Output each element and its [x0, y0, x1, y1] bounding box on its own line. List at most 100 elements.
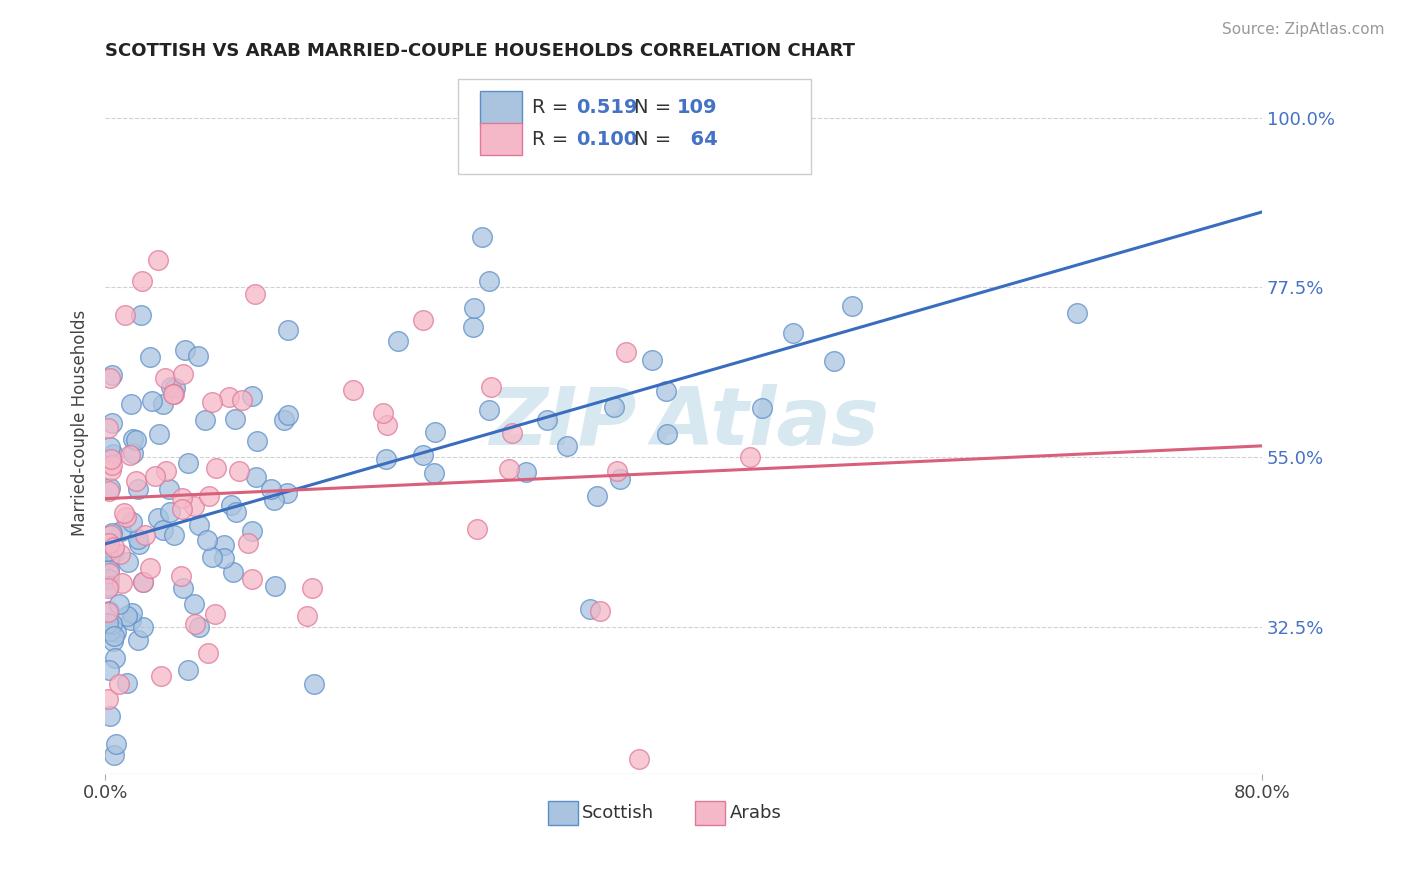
Text: ZIP Atlas: ZIP Atlas [489, 384, 879, 462]
Point [302, 676, 325, 690]
Point [163, 381, 186, 395]
Point [155, 464, 177, 478]
Point [121, 445, 143, 459]
Point [100, 440, 122, 454]
Point [111, 575, 134, 590]
Point [125, 475, 148, 489]
Point [231, 392, 253, 407]
Point [1066, 306, 1088, 320]
Point [515, 465, 537, 479]
Point [157, 482, 180, 496]
Point [479, 379, 502, 393]
Point [585, 489, 607, 503]
Point [471, 229, 494, 244]
Point [224, 412, 246, 426]
Point [183, 597, 205, 611]
Point [225, 505, 247, 519]
Point [498, 462, 520, 476]
Point [97, 563, 120, 577]
Point [152, 397, 174, 411]
Point [101, 458, 124, 472]
Point [97, 484, 120, 499]
Point [98, 572, 121, 586]
Point [238, 536, 260, 550]
Point [187, 349, 209, 363]
Text: 109: 109 [676, 98, 717, 117]
Point [103, 540, 125, 554]
Y-axis label: Married-couple Households: Married-couple Households [72, 310, 89, 536]
Point [204, 460, 226, 475]
Point [184, 616, 207, 631]
Point [100, 463, 122, 477]
Point [273, 413, 295, 427]
Point [377, 418, 399, 433]
Text: SCOTTISH VS ARAB MARRIED-COUPLE HOUSEHOLDS CORRELATION CHART: SCOTTISH VS ARAB MARRIED-COUPLE HOUSEHOL… [105, 42, 855, 60]
Point [536, 413, 558, 427]
Point [201, 395, 224, 409]
Point [100, 452, 122, 467]
Point [146, 252, 169, 267]
Point [131, 274, 153, 288]
Point [177, 663, 200, 677]
Point [97, 615, 120, 630]
Point [606, 464, 628, 478]
Point [212, 538, 235, 552]
Point [132, 620, 155, 634]
Point [412, 448, 434, 462]
Point [263, 492, 285, 507]
Point [143, 468, 166, 483]
Point [422, 467, 444, 481]
Point [740, 450, 762, 464]
Point [463, 301, 485, 315]
Point [187, 518, 209, 533]
Point [243, 287, 266, 301]
Text: Source: ZipAtlas.com: Source: ZipAtlas.com [1222, 22, 1385, 37]
Point [117, 609, 139, 624]
Point [183, 499, 205, 513]
Point [100, 371, 122, 385]
Point [823, 354, 845, 368]
Point [194, 412, 217, 426]
Point [148, 427, 170, 442]
Point [105, 625, 128, 640]
Point [127, 533, 149, 547]
Point [172, 367, 194, 381]
Point [121, 515, 143, 529]
Point [139, 561, 162, 575]
Point [153, 371, 176, 385]
Point [150, 669, 173, 683]
Point [97, 551, 120, 566]
Point [101, 526, 124, 541]
Point [98, 481, 121, 495]
Point [228, 464, 250, 478]
Point [277, 323, 299, 337]
Point [501, 426, 523, 441]
Point [131, 575, 153, 590]
Point [110, 547, 132, 561]
Point [97, 581, 120, 595]
Point [114, 510, 136, 524]
Point [100, 528, 122, 542]
Point [97, 579, 120, 593]
Point [212, 551, 235, 566]
Point [173, 343, 195, 358]
Point [240, 572, 263, 586]
Point [97, 543, 120, 558]
Point [134, 528, 156, 542]
Point [387, 334, 409, 348]
Point [412, 312, 434, 326]
Point [104, 737, 127, 751]
Point [127, 483, 149, 497]
Point [197, 489, 219, 503]
Point [589, 604, 612, 618]
Point [162, 386, 184, 401]
Point [97, 540, 120, 554]
Point [655, 384, 678, 398]
Point [374, 452, 396, 467]
Point [139, 351, 162, 365]
Point [108, 677, 131, 691]
Point [122, 432, 145, 446]
Text: N =: N = [634, 129, 678, 149]
Point [103, 629, 125, 643]
Point [125, 433, 148, 447]
